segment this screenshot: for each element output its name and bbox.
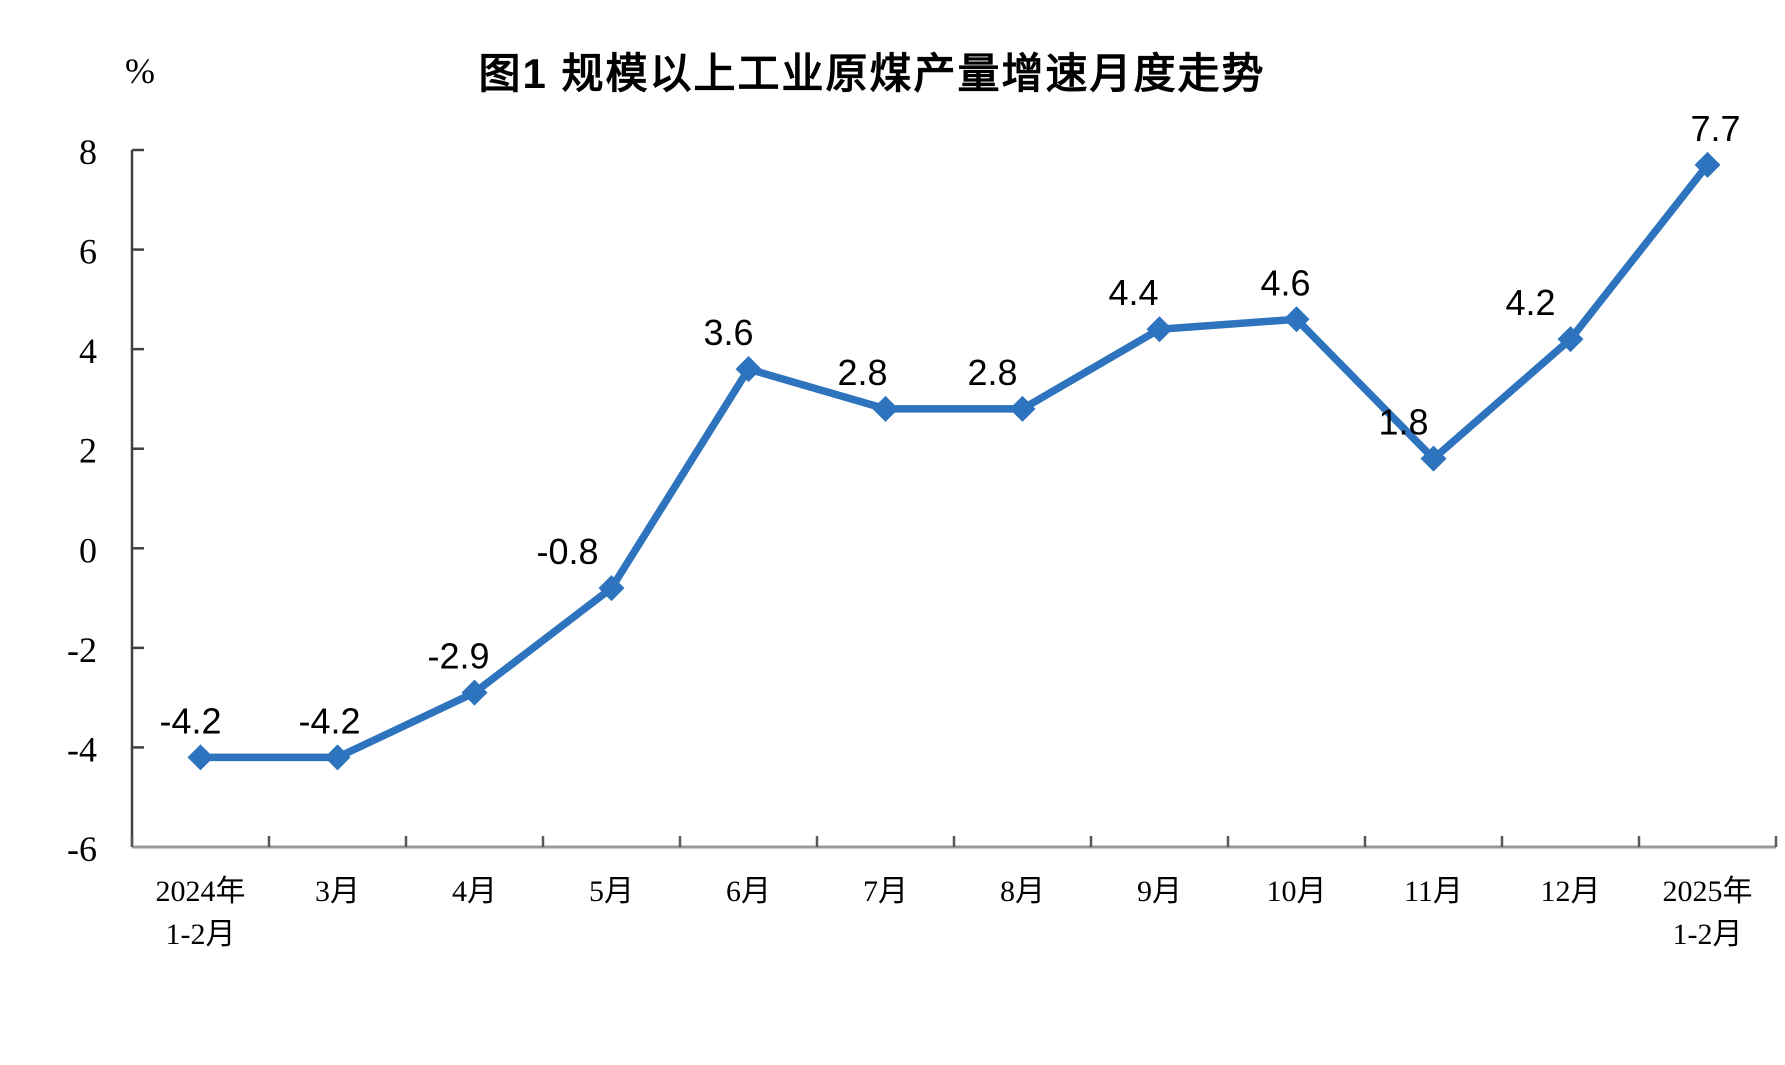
y-tick-label: 4 bbox=[79, 331, 97, 371]
y-tick-label: 0 bbox=[79, 530, 97, 570]
x-tick-label: 8月 bbox=[1000, 875, 1045, 908]
data-point-label: 4.6 bbox=[1260, 262, 1310, 303]
data-point-label: 1.8 bbox=[1378, 402, 1428, 443]
data-point-marker bbox=[461, 679, 488, 706]
y-axis: 8 6 4 2 0 -2 -4 -6 bbox=[67, 132, 144, 869]
data-point-marker bbox=[1694, 151, 1721, 178]
data-point-label: 7.7 bbox=[1690, 108, 1740, 149]
data-point-label: -4.2 bbox=[159, 700, 221, 741]
data-point-marker bbox=[187, 744, 214, 771]
x-tick-label: 6月 bbox=[726, 875, 771, 908]
x-tick-label: 11月 bbox=[1404, 875, 1463, 908]
x-tick-label: 10月 bbox=[1267, 875, 1327, 908]
data-point-label: 4.4 bbox=[1108, 272, 1158, 313]
y-tick-label: 2 bbox=[79, 431, 97, 471]
x-tick-label: 2024年 1-2月 bbox=[156, 875, 246, 951]
x-tick-label: 7月 bbox=[863, 875, 908, 908]
line-series bbox=[187, 151, 1721, 771]
chart-title: 图1 规模以上工业原煤产量增速月度走势 bbox=[478, 50, 1265, 97]
x-tick-label: 12月 bbox=[1541, 875, 1601, 908]
x-tick-label: 2025年 1-2月 bbox=[1663, 875, 1753, 951]
data-point-marker bbox=[1420, 445, 1447, 472]
y-tick-label: 6 bbox=[79, 232, 97, 272]
data-point-marker bbox=[1009, 395, 1036, 422]
data-point-label: 2.8 bbox=[967, 352, 1017, 393]
data-point-marker bbox=[598, 575, 625, 602]
data-point-label: -2.9 bbox=[427, 636, 489, 677]
y-tick-label: -2 bbox=[67, 630, 97, 670]
y-axis-unit-label: % bbox=[125, 51, 155, 91]
series-line bbox=[196, 161, 1712, 762]
data-point-marker bbox=[735, 356, 762, 383]
data-point-label: -0.8 bbox=[536, 531, 598, 572]
y-tick-label: -6 bbox=[67, 829, 97, 869]
x-tick-label: 3月 bbox=[315, 875, 360, 908]
data-point-marker bbox=[1283, 306, 1310, 333]
data-point-label: 4.2 bbox=[1505, 282, 1555, 323]
data-point-marker bbox=[1146, 316, 1173, 343]
x-tick-label: 4月 bbox=[452, 875, 497, 908]
data-point-marker bbox=[324, 744, 351, 771]
data-point-marker bbox=[872, 395, 899, 422]
data-point-marker bbox=[1557, 326, 1584, 353]
y-tick-label: -4 bbox=[67, 729, 97, 769]
x-tick-label: 9月 bbox=[1137, 875, 1182, 908]
x-axis: 2024年 1-2月 3月 4月 5月 6月 7月 8月 9月 10月 11月 12月 2025年 1-2… bbox=[130, 836, 1778, 951]
data-labels: -4.2 -4.2 -2.9 -0.8 3.6 2.8 2.8 4.4 4.6 1.8 4.2 7.7 bbox=[159, 108, 1740, 741]
data-point-label: 2.8 bbox=[837, 352, 887, 393]
y-tick-label: 8 bbox=[79, 132, 97, 172]
x-tick-label: 5月 bbox=[589, 875, 634, 908]
data-point-label: -4.2 bbox=[298, 700, 360, 741]
data-point-label: 3.6 bbox=[703, 312, 753, 353]
